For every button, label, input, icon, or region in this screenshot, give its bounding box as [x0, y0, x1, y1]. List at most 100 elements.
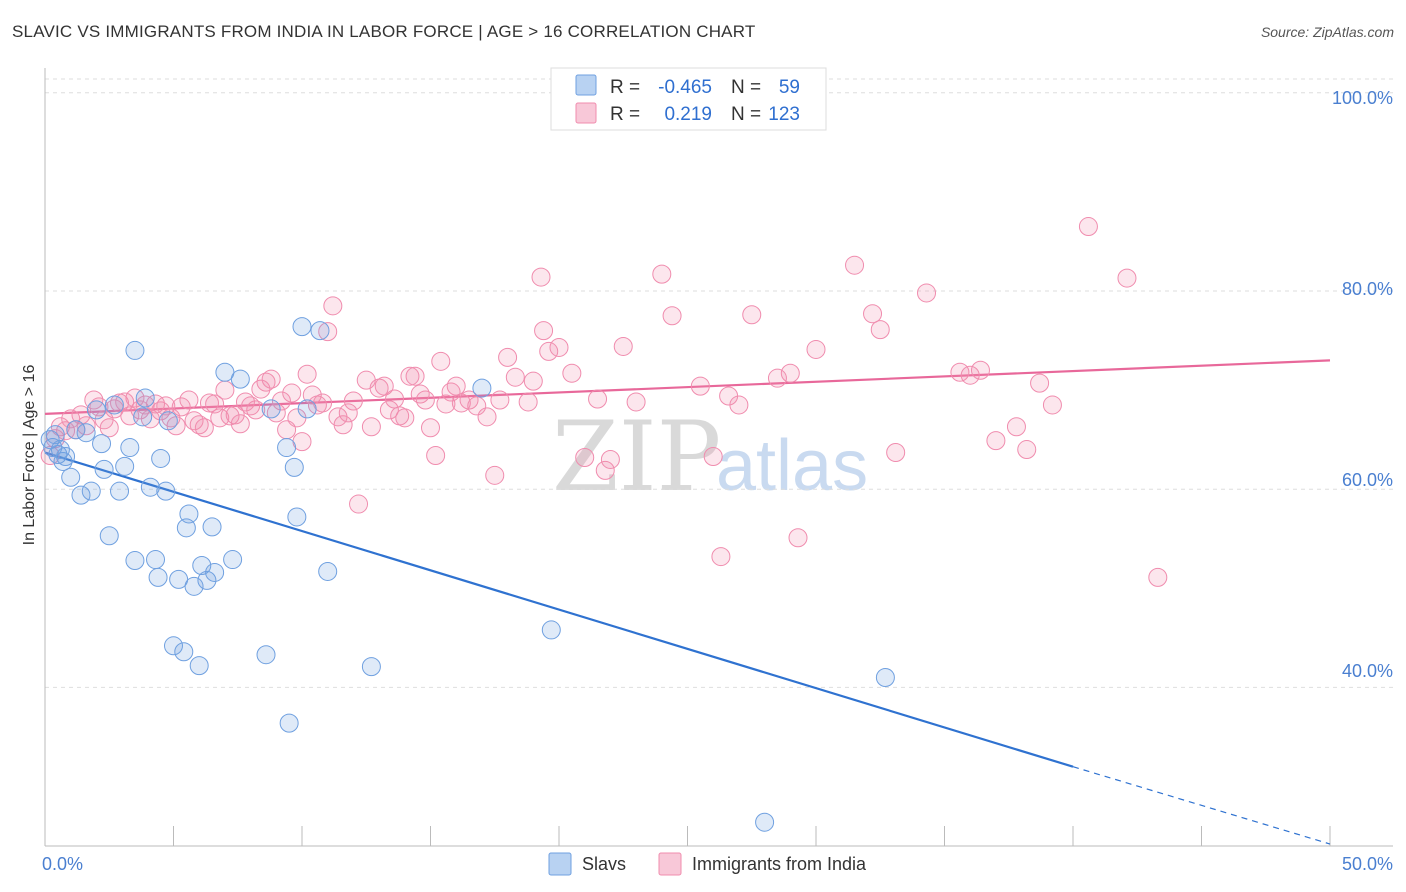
point-india-46: [282, 383, 302, 403]
point-india-28: [189, 415, 209, 435]
point-slavs-5: [56, 446, 76, 466]
point-india-16: [125, 388, 145, 408]
point-india-102: [703, 446, 723, 466]
point-slavs-22: [135, 388, 155, 408]
point-india-72: [421, 418, 440, 438]
legend-n-value-slavs: 59: [779, 77, 800, 98]
point-india-39: [246, 400, 266, 420]
point-slavs-31: [174, 642, 194, 662]
point-slavs-24: [146, 550, 166, 570]
point-slavs-21: [133, 407, 153, 427]
point-india-89: [534, 321, 554, 341]
point-slavs-32: [176, 518, 196, 538]
point-india-26: [179, 390, 199, 410]
point-india-100: [662, 306, 682, 326]
point-india-29: [194, 418, 214, 438]
bottom-legend-swatch-slavs: [548, 852, 572, 876]
point-india-78: [451, 393, 471, 413]
point-india-11: [99, 418, 119, 438]
point-india-90: [539, 341, 559, 361]
point-india-84: [498, 347, 518, 367]
point-slavs-55: [541, 620, 561, 640]
point-india-87: [523, 371, 543, 391]
point-india-59: [349, 494, 369, 514]
point-slavs-35: [189, 656, 209, 676]
point-india-6: [71, 405, 91, 425]
point-india-38: [241, 396, 261, 416]
point-india-97: [613, 336, 633, 356]
point-india-108: [780, 363, 800, 383]
point-india-91: [549, 337, 569, 357]
point-india-34: [220, 406, 240, 426]
point-slavs-11: [86, 400, 106, 420]
points-slavs: [40, 317, 895, 832]
point-india-57: [338, 403, 358, 423]
point-india-119: [986, 431, 1006, 451]
y-tick-label-60: 60.0%: [1342, 470, 1393, 490]
y-tick-label-100: 100.0%: [1332, 88, 1393, 108]
point-slavs-38: [202, 517, 222, 537]
point-slavs-39: [205, 562, 225, 582]
point-india-111: [845, 255, 865, 275]
point-india-126: [1148, 567, 1168, 587]
point-india-121: [1017, 440, 1037, 460]
point-slavs-23: [140, 477, 160, 497]
point-india-68: [400, 366, 420, 386]
point-india-105: [729, 395, 749, 415]
point-slavs-6: [61, 467, 81, 487]
point-slavs-45: [277, 438, 297, 458]
watermark: ZIP atlas: [552, 401, 868, 513]
point-slavs-20: [125, 340, 145, 360]
point-india-115: [917, 283, 937, 303]
point-india-86: [518, 392, 538, 412]
x-tick-label-0: 0.0%: [42, 854, 83, 874]
point-india-75: [436, 394, 456, 414]
point-slavs-51: [310, 321, 330, 341]
point-india-25: [171, 397, 191, 417]
legend-r-label-india: R =: [610, 104, 640, 125]
point-india-7: [76, 416, 96, 436]
point-india-43: [266, 403, 286, 423]
point-india-96: [600, 449, 620, 469]
point-slavs-34: [184, 576, 204, 596]
point-india-123: [1042, 395, 1062, 415]
y-axis-label: In Labor Force | Age > 16: [21, 365, 38, 546]
point-slavs-14: [99, 526, 119, 546]
point-india-41: [256, 372, 276, 392]
point-india-70: [410, 384, 430, 404]
point-india-103: [711, 547, 731, 567]
point-india-122: [1030, 373, 1050, 393]
point-india-117: [960, 365, 980, 385]
point-india-58: [343, 391, 363, 411]
point-india-95: [595, 460, 615, 480]
point-slavs-56: [755, 812, 775, 832]
point-india-53: [318, 322, 338, 342]
point-india-49: [297, 364, 317, 384]
legend-n-label-india: N =: [731, 104, 761, 125]
point-slavs-42: [230, 369, 250, 389]
point-india-36: [230, 414, 250, 434]
point-india-22: [156, 396, 176, 416]
point-india-77: [446, 376, 466, 396]
point-india-56: [333, 415, 353, 435]
chart-title: SLAVIC VS IMMIGRANTS FROM INDIA IN LABOR…: [12, 22, 756, 41]
point-india-88: [531, 267, 551, 287]
point-india-69: [405, 366, 425, 386]
point-slavs-29: [164, 636, 183, 656]
point-slavs-19: [125, 551, 145, 571]
point-india-3: [56, 421, 76, 441]
point-slavs-26: [151, 448, 171, 468]
point-india-71: [415, 390, 435, 410]
point-india-73: [426, 445, 446, 465]
point-slavs-33: [179, 504, 199, 524]
bottom-legend-label-india: Immigrants from India: [692, 854, 867, 874]
point-slavs-44: [261, 399, 281, 419]
watermark-atlas: atlas: [716, 426, 868, 506]
trend-line-slavs-extension: [1072, 766, 1331, 845]
point-india-44: [271, 391, 291, 411]
point-india-107: [767, 368, 787, 388]
point-slavs-43: [256, 645, 276, 665]
point-slavs-9: [76, 423, 96, 443]
point-slavs-17: [115, 456, 135, 476]
